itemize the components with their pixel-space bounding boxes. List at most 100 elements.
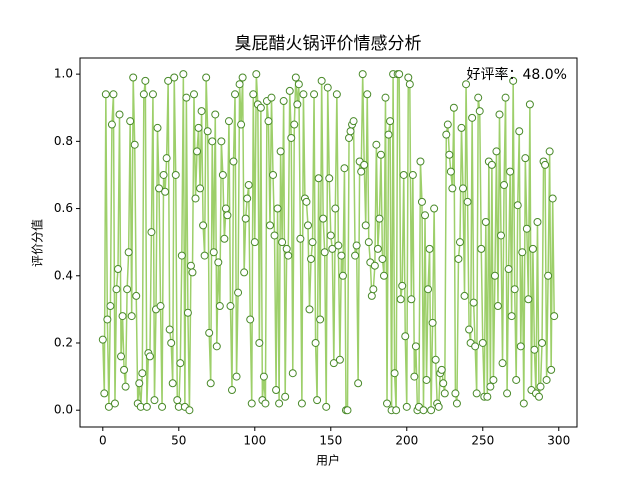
data-point [308,238,317,247]
data-point [440,389,449,398]
data-point [101,90,110,99]
data-point [395,70,404,79]
data-point [179,70,188,79]
data-point [319,214,328,223]
data-point [427,406,436,415]
data-point [500,181,509,190]
data-point [231,90,240,99]
data-point [434,402,443,411]
data-point [211,110,220,119]
data-point [528,244,537,253]
data-point [202,73,211,82]
data-point [278,238,287,247]
data-point [279,97,288,106]
data-point [199,221,208,230]
data-point [293,100,302,109]
data-point [238,73,247,82]
data-point [142,402,151,411]
data-point [113,265,122,274]
data-point [351,251,360,260]
x-tick-label: 300 [547,434,570,448]
data-point [459,184,468,193]
data-point [156,302,165,311]
data-point [530,345,539,354]
data-point [153,123,162,132]
data-point [267,93,276,102]
x-tick-label: 50 [171,434,186,448]
data-point [407,295,416,304]
data-point [126,117,135,126]
data-point [372,140,381,149]
data-point [246,315,255,324]
data-point [506,167,515,176]
data-point [115,110,124,119]
data-point [378,254,387,263]
data-point [338,271,347,280]
data-point [232,372,241,381]
data-point [363,90,372,99]
data-point [490,271,499,280]
data-point [107,120,116,129]
data-point [334,241,343,250]
data-point [194,123,203,132]
data-point [132,291,141,300]
y-axis-label: 评价分值 [30,219,45,267]
data-point [354,379,363,388]
data-point [332,90,341,99]
data-point [369,285,378,294]
data-point [158,402,167,411]
data-point [430,204,439,213]
data-point [398,281,407,290]
data-point [203,127,212,136]
data-point [243,194,252,203]
data-point [183,308,192,317]
data-point [325,174,334,183]
data-point [452,399,461,408]
data-point [218,170,227,179]
data-point [159,170,168,179]
data-point [518,248,527,257]
data-point [130,140,139,149]
data-point [524,295,533,304]
data-point [290,120,299,129]
data-point [419,406,428,415]
data-point [404,73,413,82]
data-point [282,244,291,253]
chart-title: 臭屁醋火锅评价情感分析 [235,34,422,54]
data-point [250,238,259,247]
data-point [139,90,148,99]
data-point [185,406,194,415]
data-point [390,369,399,378]
data-point [462,80,471,89]
data-point [386,117,395,126]
plot-frame [79,57,578,428]
data-point [227,386,236,395]
data-point [305,305,314,314]
data-point [401,332,410,341]
data-point [294,80,303,89]
data-point [454,254,463,263]
data-point [421,211,430,220]
data-point [345,133,354,142]
data-point [244,181,253,190]
data-point [164,76,173,85]
data-point [521,154,530,163]
data-point [460,291,469,300]
data-point [208,137,217,146]
data-point [504,265,513,274]
data-point [384,130,393,139]
data-point [200,251,209,260]
data-point [358,70,367,79]
data-point [112,285,121,294]
data-point [522,224,531,233]
data-point [410,372,419,381]
data-point [161,187,170,196]
data-point [147,228,156,237]
data-point [103,315,112,324]
data-point [392,406,401,415]
data-point [234,288,243,297]
data-point [481,218,490,226]
data-point [313,396,322,405]
data-point [503,389,512,398]
data-point [455,238,464,247]
